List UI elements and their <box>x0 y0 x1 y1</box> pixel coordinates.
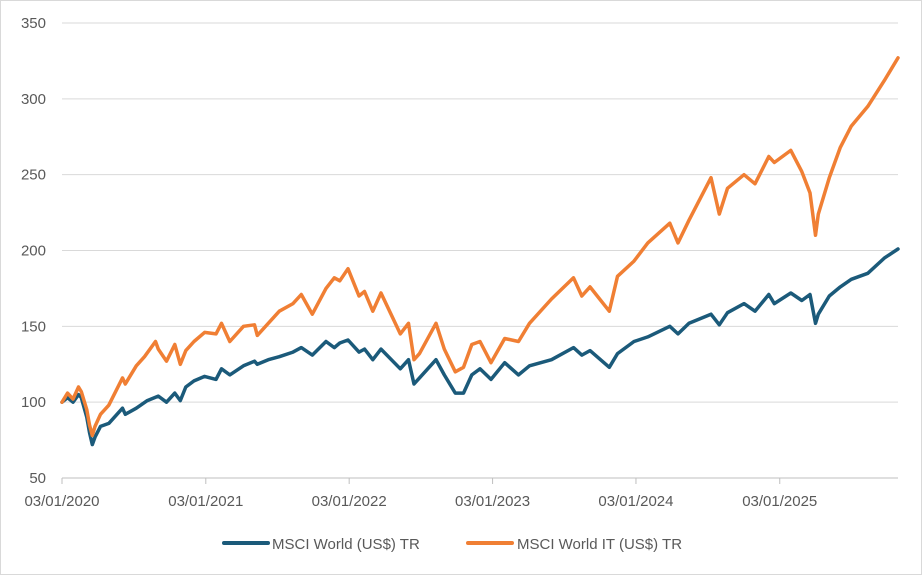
y-tick-label: 150 <box>21 318 46 335</box>
x-tick-label: 03/01/2024 <box>598 493 673 510</box>
x-tick-label: 03/01/2021 <box>168 493 243 510</box>
x-tick-label: 03/01/2022 <box>312 493 387 510</box>
y-tick-label: 100 <box>21 394 46 411</box>
x-axis: 03/01/2020 03/01/2021 03/01/2022 03/01/2023… <box>24 477 898 510</box>
legend: MSCI World (US$) TR MSCI World IT (US$) T… <box>222 536 682 553</box>
x-tick-label: 03/01/2023 <box>455 493 530 510</box>
gridlines <box>62 22 898 403</box>
y-tick-label: 300 <box>21 91 46 108</box>
series-lines <box>60 56 900 447</box>
y-tick-label: 200 <box>21 243 46 260</box>
y-tick-label: 50 <box>29 470 46 487</box>
y-tick-label: 250 <box>21 167 46 184</box>
y-tick-label: 350 <box>21 15 46 32</box>
legend-label: MSCI World IT (US$) TR <box>517 536 682 553</box>
x-tick-label: 03/01/2025 <box>742 493 817 510</box>
series-line-0 <box>60 247 900 447</box>
x-tick-label: 03/01/2020 <box>24 493 99 510</box>
legend-label: MSCI World (US$) TR <box>272 536 420 553</box>
y-axis-ticks: 50 100 150 200 250 300 350 <box>21 15 46 487</box>
series-line-1 <box>60 56 900 438</box>
